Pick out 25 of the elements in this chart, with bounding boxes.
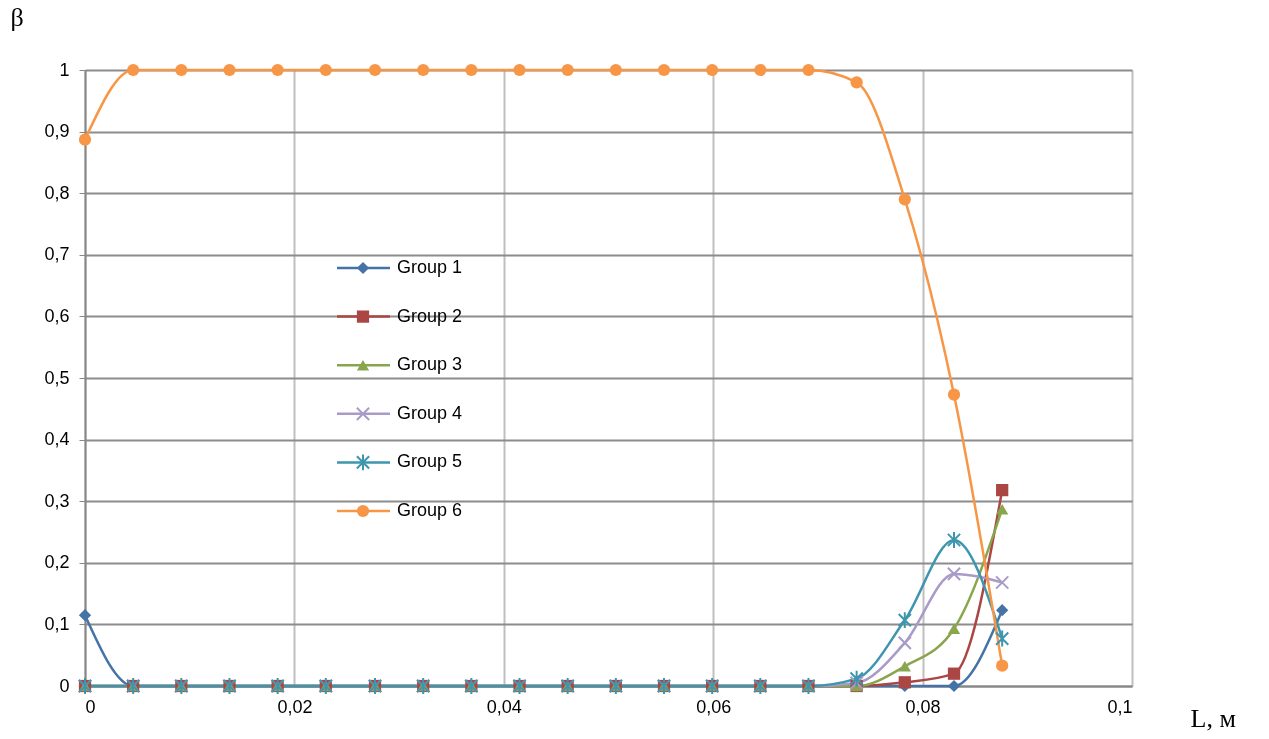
x-tick-label: 0,1 (1107, 696, 1133, 717)
x-tick-label: 0,08 (905, 696, 941, 717)
y-tick-label: 0,5 (44, 367, 70, 388)
x-tick-label: 0 (85, 696, 96, 717)
legend-label: Group 3 (397, 354, 463, 375)
y-tick-label: 0,2 (44, 552, 70, 573)
legend-label: Group 4 (397, 402, 463, 423)
x-axis-title: L, м (1190, 703, 1236, 733)
legend-label: Group 2 (397, 305, 463, 326)
legend-label: Group 1 (397, 257, 463, 277)
y-tick-label: 1 (59, 59, 70, 80)
x-tick-label: 0,02 (277, 696, 313, 717)
y-tick-label: 0,3 (44, 490, 70, 511)
y-tick-label: 0,4 (44, 429, 70, 450)
x-tick-label: 0,04 (486, 696, 522, 717)
y-tick-label: 0,8 (44, 182, 70, 203)
y-axis-title: β (10, 2, 24, 32)
legend-label: Group 5 (397, 451, 463, 472)
y-tick-label: 0 (59, 675, 70, 696)
x-tick-label: 0,06 (696, 696, 732, 717)
y-tick-label: 0,6 (44, 305, 70, 326)
legend-label: Group 6 (397, 500, 463, 520)
y-tick-label: 0,9 (44, 121, 70, 142)
y-tick-label: 0,7 (44, 244, 70, 265)
y-tick-label: 0,1 (44, 613, 70, 634)
